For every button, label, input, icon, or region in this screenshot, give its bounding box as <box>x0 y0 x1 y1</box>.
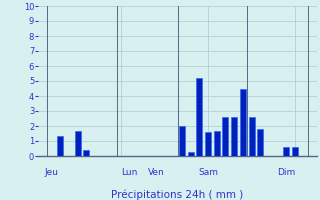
Text: Jeu: Jeu <box>44 168 59 177</box>
Bar <box>283 147 289 156</box>
Bar <box>57 136 63 156</box>
Bar <box>75 130 81 156</box>
Text: Lun: Lun <box>122 168 138 177</box>
Text: Précipitations 24h ( mm ): Précipitations 24h ( mm ) <box>111 189 244 200</box>
Bar <box>179 126 185 156</box>
Bar <box>222 117 228 156</box>
Bar <box>205 132 211 156</box>
Bar <box>214 130 220 156</box>
Text: Ven: Ven <box>148 168 164 177</box>
Text: Sam: Sam <box>198 168 218 177</box>
Bar <box>196 78 202 156</box>
Bar <box>188 152 194 156</box>
Bar <box>83 150 89 156</box>
Bar <box>231 117 237 156</box>
Bar <box>240 88 246 156</box>
Bar <box>249 117 255 156</box>
Text: Dim: Dim <box>277 168 295 177</box>
Bar <box>292 147 298 156</box>
Bar <box>257 129 263 156</box>
